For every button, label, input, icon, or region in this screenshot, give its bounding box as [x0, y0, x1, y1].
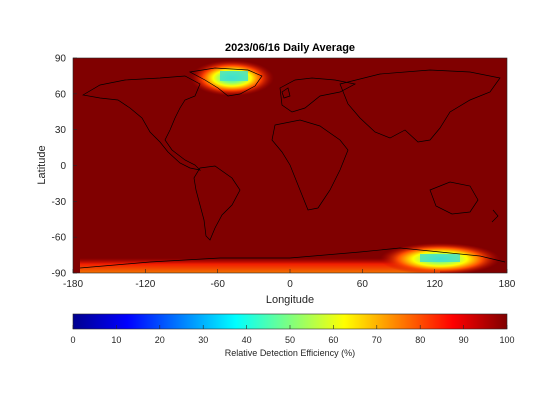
x-tick-label: 60: [357, 279, 369, 290]
y-tick-label: 0: [60, 161, 66, 172]
asia-coast: [339, 69, 501, 143]
south-america-coast: [193, 165, 241, 241]
axes: -180 -120 -60 0 60 120 180 90 60 30 0 -30 -60 -90: [52, 54, 516, 291]
colorbar-tick-label: 40: [242, 335, 252, 345]
x-tick-label: 180: [499, 279, 516, 290]
colorbar-tick-label: 50: [285, 335, 295, 345]
north-america-coast: [82, 75, 202, 171]
europe-coast: [279, 77, 357, 113]
colorbar-tick-label: 60: [328, 335, 338, 345]
y-tick-label: 60: [55, 89, 67, 100]
antarctic-coast-band: [80, 258, 440, 273]
colorbar: 0 10 20 30 40 50 60 70 80 90 100 Relative Detectio…: [70, 313, 515, 358]
x-tick-label: 120: [426, 279, 443, 290]
y-tick-label: 30: [55, 125, 67, 136]
australia-coast: [429, 181, 479, 215]
y-axis-label: Latitude: [36, 145, 48, 184]
x-axis-label: Longitude: [266, 294, 314, 306]
colorbar-tick-label: 80: [415, 335, 425, 345]
colorbar-tick-label: 70: [372, 335, 382, 345]
y-tick-label: -30: [52, 197, 67, 208]
y-tick-label: 90: [55, 54, 67, 65]
x-tick-label: -120: [135, 279, 155, 290]
greenland-core: [220, 71, 248, 81]
x-tick-label: -180: [63, 279, 83, 290]
map-panel: [72, 57, 508, 274]
greenland-coast: [188, 67, 263, 97]
colorbar-tick-label: 20: [155, 335, 165, 345]
africa-coast: [271, 119, 349, 211]
colorbar-tick-label: 100: [499, 335, 514, 345]
antarctica-coast: [79, 247, 506, 269]
colorbar-tick-label: 30: [198, 335, 208, 345]
coastlines: [79, 67, 506, 269]
x-tick-label: -60: [210, 279, 225, 290]
x-tick-label: 0: [287, 279, 293, 290]
y-tick-label: -90: [52, 269, 67, 280]
new-zealand-coast: [491, 209, 499, 223]
y-tick-label: -60: [52, 233, 67, 244]
east-antarctic-core: [420, 254, 460, 262]
colorbar-tick-label: 90: [459, 335, 469, 345]
colorbar-tick-label: 10: [111, 335, 121, 345]
colorbar-label: Relative Detection Efficiency (%): [225, 348, 355, 358]
colorbar-tick-label: 0: [70, 335, 75, 345]
uk-coast: [281, 87, 291, 99]
colorbar-ticks: 0 10 20 30 40 50 60 70 80 90 100: [70, 325, 515, 345]
chart-title: 2023/06/16 Daily Average: [225, 42, 355, 54]
